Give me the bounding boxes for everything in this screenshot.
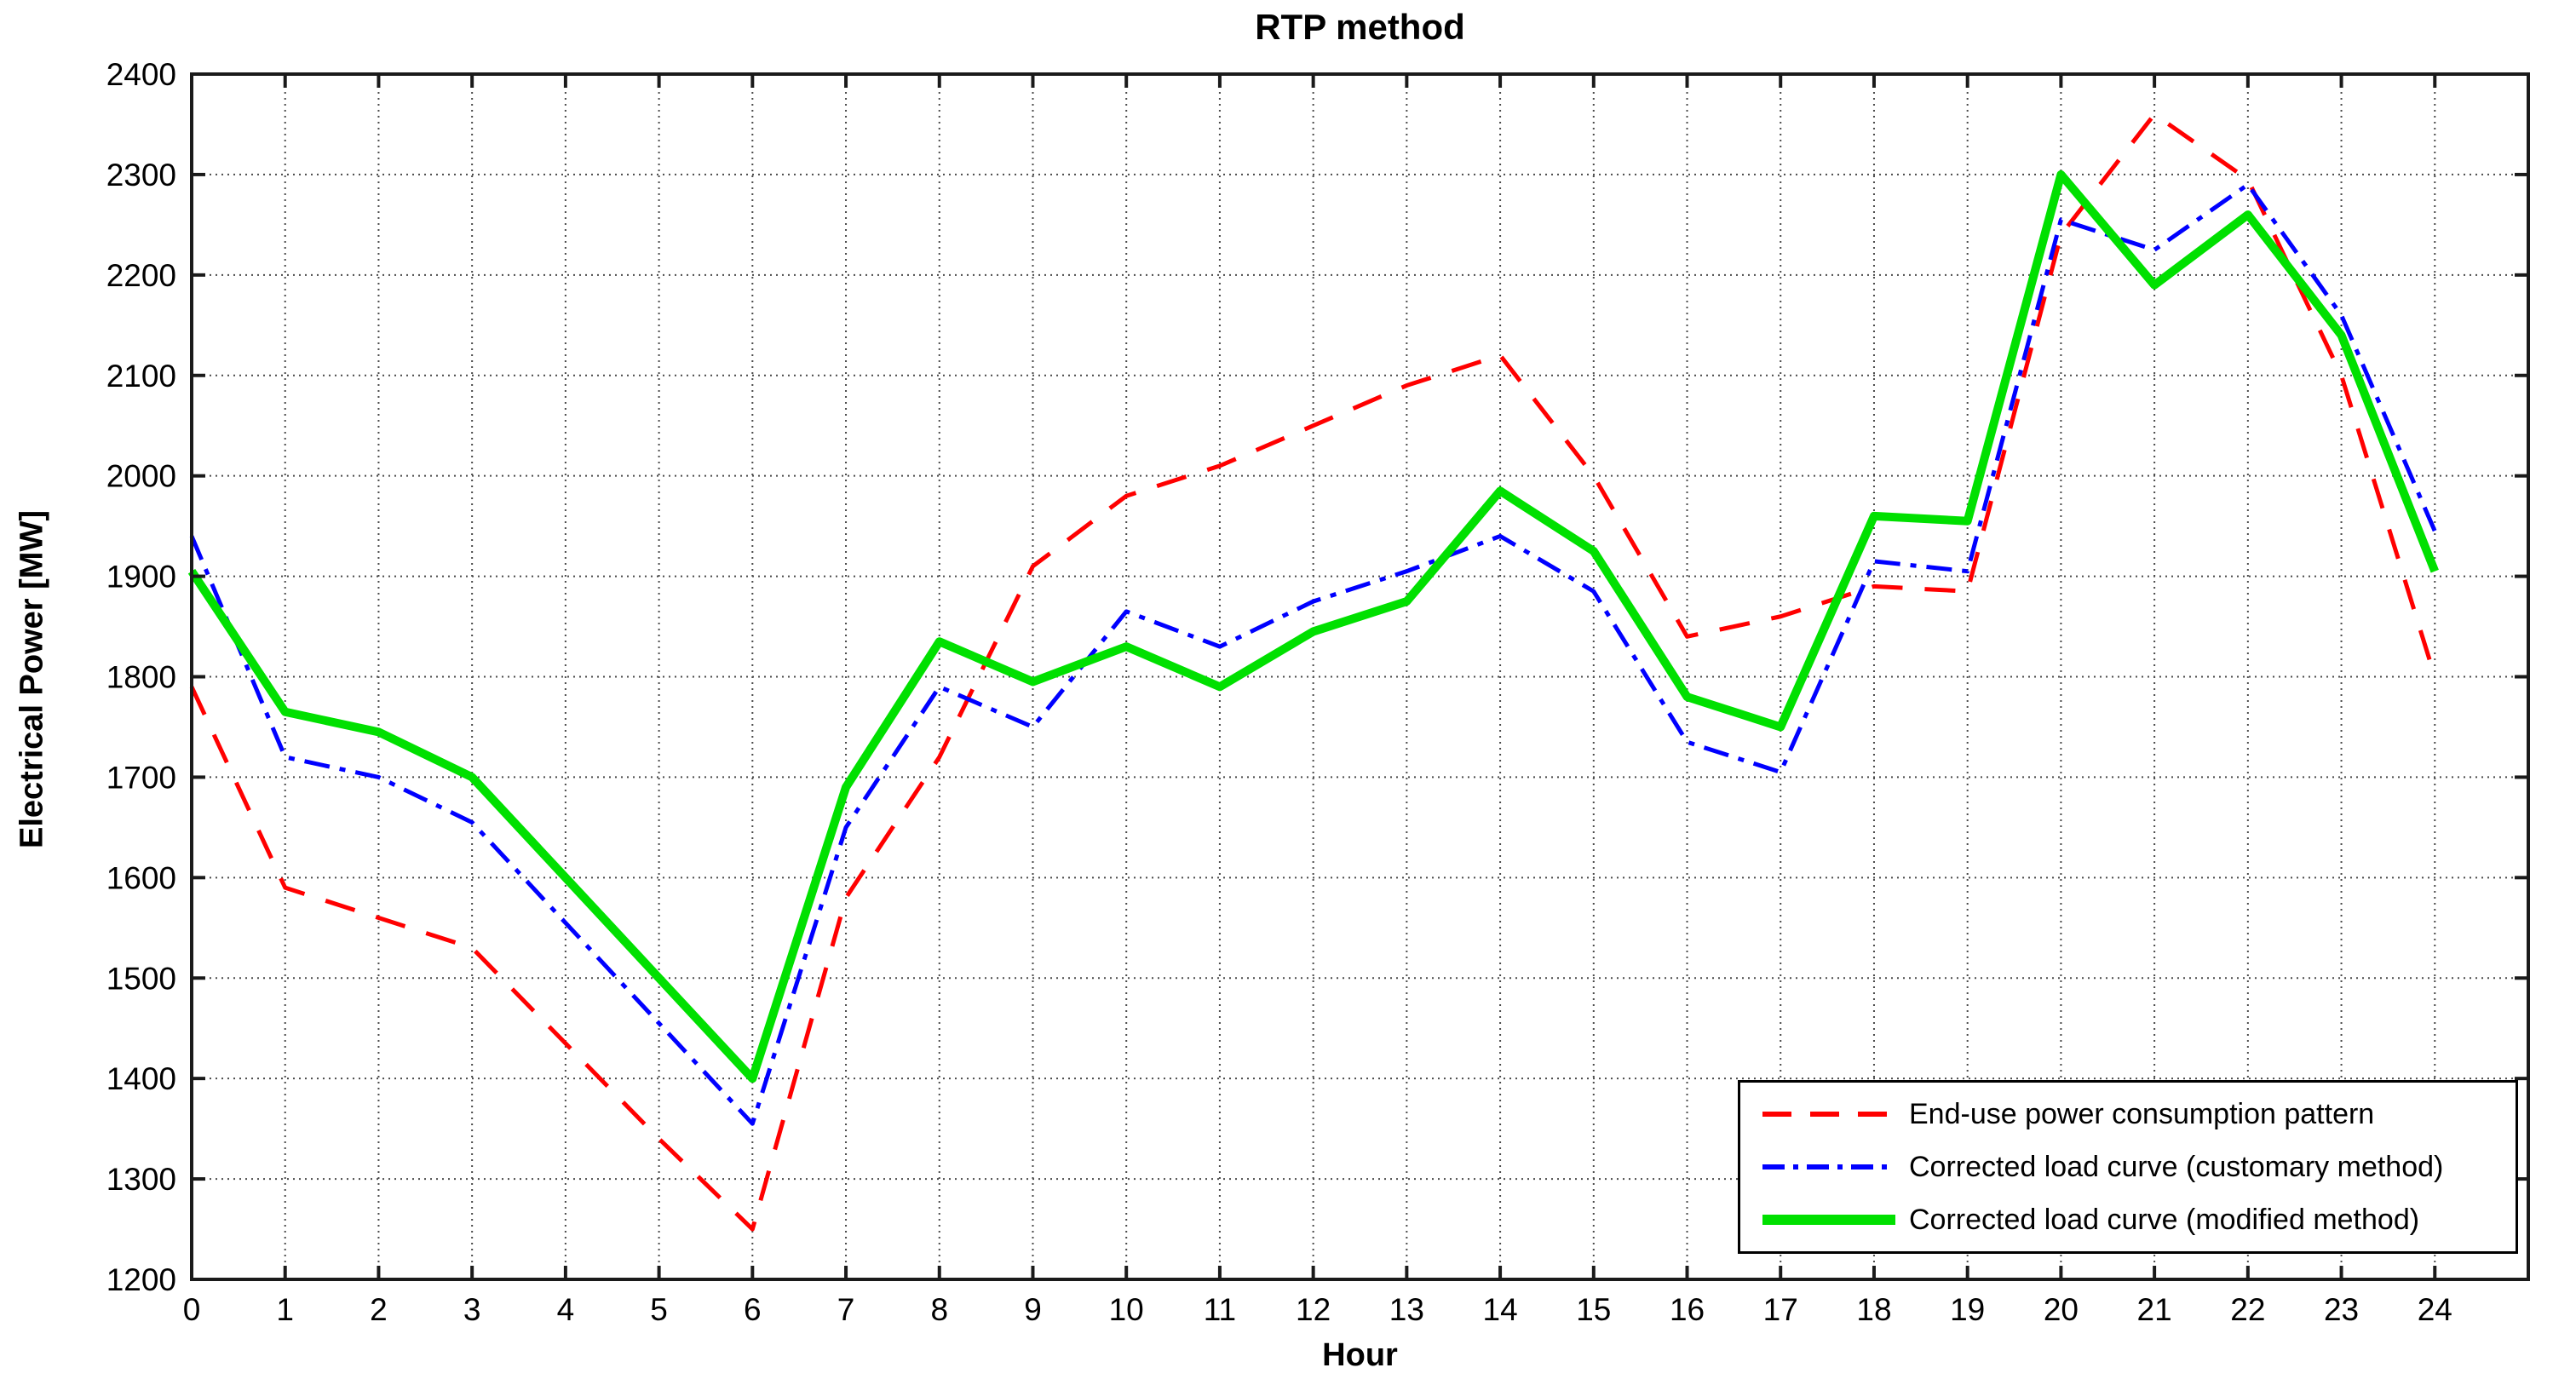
svg-text:1500: 1500 — [106, 961, 176, 996]
grid — [192, 74, 2528, 1279]
svg-text:3: 3 — [463, 1292, 481, 1327]
legend-item-label: End-use power consumption pattern — [1909, 1097, 2375, 1130]
series-end-use-pattern — [189, 112, 2437, 1232]
svg-text:2000: 2000 — [106, 459, 176, 494]
svg-text:2300: 2300 — [106, 158, 176, 193]
legend-item-label: Corrected load curve (modified method) — [1909, 1203, 2420, 1236]
series-modified-method — [187, 170, 2439, 1083]
svg-text:16: 16 — [1670, 1292, 1705, 1327]
svg-text:0: 0 — [183, 1292, 201, 1327]
svg-text:22: 22 — [2230, 1292, 2265, 1327]
legend-line-sample — [1762, 1215, 1895, 1225]
legend-item-label: Corrected load curve (customary method) — [1909, 1150, 2444, 1183]
svg-text:2: 2 — [370, 1292, 388, 1327]
x-tick-labels: 0 1 2 3 4 5 6 7 8 9 10 11 12 13 14 15 16 17 18 19 20 21 22 23 24 — [183, 1292, 2452, 1327]
svg-text:15: 15 — [1576, 1292, 1611, 1327]
svg-text:18: 18 — [1856, 1292, 1891, 1327]
legend-line-sample — [1762, 1112, 1895, 1117]
svg-text:21: 21 — [2137, 1292, 2172, 1327]
svg-text:2100: 2100 — [106, 359, 176, 394]
svg-text:2400: 2400 — [106, 57, 176, 92]
legend-item: Corrected load curve (customary method) — [1740, 1141, 2516, 1192]
legend-item: Corrected load curve (modified method) — [1740, 1194, 2516, 1245]
svg-text:1300: 1300 — [106, 1162, 176, 1197]
svg-text:11: 11 — [1204, 1292, 1236, 1327]
svg-text:1900: 1900 — [106, 560, 176, 595]
svg-text:19: 19 — [1950, 1292, 1985, 1327]
legend-line-sample — [1762, 1164, 1895, 1169]
svg-text:14: 14 — [1483, 1292, 1518, 1327]
legend-item: End-use power consumption pattern — [1740, 1089, 2516, 1140]
svg-text:1700: 1700 — [106, 760, 176, 795]
svg-text:7: 7 — [837, 1292, 855, 1327]
svg-text:12: 12 — [1296, 1292, 1331, 1327]
svg-text:1200: 1200 — [106, 1262, 176, 1297]
svg-text:13: 13 — [1389, 1292, 1424, 1327]
svg-text:17: 17 — [1763, 1292, 1798, 1327]
svg-text:1400: 1400 — [106, 1061, 176, 1096]
y-tick-labels: 1200 1300 1400 1500 1600 1700 1800 1900 2000 2100… — [106, 57, 176, 1297]
series-customary-method — [189, 182, 2437, 1126]
x-axis-label: Hour — [1322, 1337, 1398, 1373]
svg-text:4: 4 — [557, 1292, 575, 1327]
svg-text:6: 6 — [744, 1292, 762, 1327]
svg-text:10: 10 — [1109, 1292, 1144, 1327]
svg-text:23: 23 — [2324, 1292, 2359, 1327]
axis-ticks — [190, 72, 2528, 1281]
svg-text:2200: 2200 — [106, 258, 176, 293]
chart-title: RTP method — [1255, 7, 1465, 47]
svg-text:8: 8 — [930, 1292, 948, 1327]
svg-text:5: 5 — [650, 1292, 668, 1327]
svg-text:20: 20 — [2044, 1292, 2079, 1327]
svg-text:1600: 1600 — [106, 860, 176, 895]
svg-text:1: 1 — [276, 1292, 294, 1327]
svg-text:9: 9 — [1024, 1292, 1042, 1327]
svg-text:1800: 1800 — [106, 660, 176, 695]
svg-text:24: 24 — [2418, 1292, 2452, 1327]
legend: End-use power consumption pattern Correct… — [1738, 1080, 2518, 1254]
